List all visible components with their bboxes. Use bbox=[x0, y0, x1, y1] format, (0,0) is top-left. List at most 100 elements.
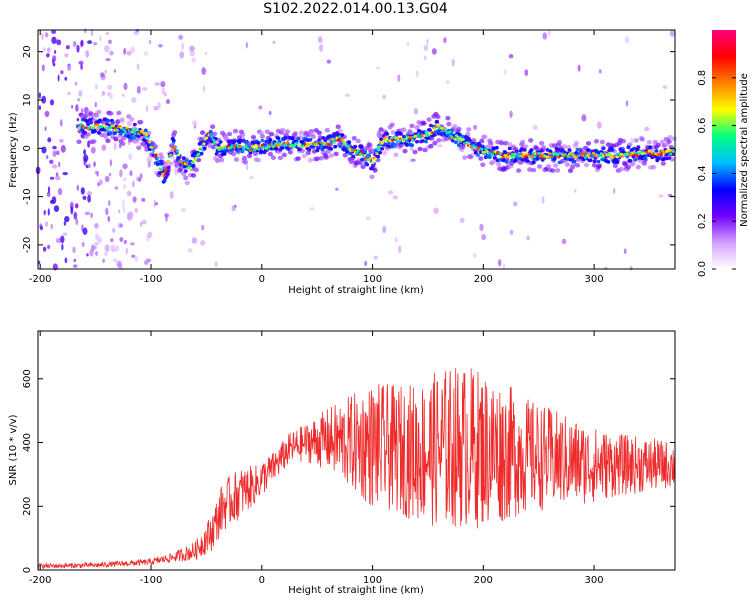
spectrogram-ridge-mark bbox=[389, 122, 395, 128]
spectrogram-noise-mark bbox=[75, 104, 79, 112]
spectrogram-ridge-mark bbox=[318, 155, 324, 161]
spectrogram-ridge-mark bbox=[630, 161, 636, 166]
spectrogram-noise-mark bbox=[532, 124, 538, 130]
spectrogram-ridge-mark bbox=[646, 140, 652, 145]
spectrogram-ridge-mark bbox=[298, 130, 304, 135]
spectrogram-ridge-mark bbox=[633, 138, 639, 143]
spectrogram-ridge-mark bbox=[625, 154, 630, 159]
spectrogram-ridge-mark bbox=[406, 133, 410, 137]
spectrogram-noise-mark bbox=[204, 51, 208, 56]
spectrogram-ridge-mark bbox=[561, 144, 568, 149]
spectrogram-y-axis-label: Frequency (Hz) bbox=[8, 112, 19, 188]
spectrogram-ridge-mark bbox=[407, 129, 413, 134]
spectrogram-ridge-mark bbox=[376, 154, 381, 159]
spectrogram-noise-mark bbox=[234, 204, 237, 208]
spectrogram-noise-mark bbox=[268, 110, 272, 116]
colorbar-tick-label: 0.0 bbox=[697, 261, 708, 277]
spectrogram-ridge-mark bbox=[149, 142, 154, 146]
spectrogram-noise-mark bbox=[658, 194, 664, 198]
spectrogram-noise-mark bbox=[41, 64, 45, 72]
spectrogram-noise-mark bbox=[502, 263, 506, 269]
spectrogram-ridge-mark bbox=[154, 153, 158, 157]
spectrogram-noise-mark bbox=[105, 207, 109, 216]
spectrogram-noise-mark bbox=[181, 42, 184, 51]
x-tick-label: -100 bbox=[140, 274, 163, 285]
spectrogram-ridge-mark bbox=[108, 131, 113, 135]
spectrogram-ridge-mark bbox=[333, 151, 339, 157]
spectrogram-noise-mark bbox=[62, 232, 68, 236]
spectrogram-ridge-mark bbox=[270, 143, 274, 146]
spectrogram-ridge-mark bbox=[433, 127, 437, 131]
spectrogram-noise-mark bbox=[624, 36, 630, 44]
spectrogram-ridge-mark bbox=[81, 117, 85, 122]
spectrogram-ridge-mark bbox=[659, 152, 663, 156]
spectrogram-noise-mark bbox=[51, 164, 58, 169]
spectrogram-noise-mark bbox=[134, 207, 139, 214]
spectrogram-noise-mark bbox=[122, 184, 127, 190]
spectrogram-ridge-mark bbox=[166, 165, 171, 170]
spectrogram-ridge-mark bbox=[248, 150, 253, 155]
spectrogram-noise-mark bbox=[157, 102, 161, 109]
spectrogram-noise-mark bbox=[189, 45, 195, 52]
spectrogram-noise-mark bbox=[89, 248, 94, 257]
spectrogram-ridge-mark bbox=[259, 150, 264, 154]
spectrogram-ridge-mark bbox=[402, 148, 408, 154]
spectrogram-ridge-mark bbox=[618, 154, 622, 158]
spectrogram-ridge-mark bbox=[181, 156, 186, 160]
spectrogram-ridge-mark bbox=[639, 137, 645, 142]
spectrogram-ridge-mark bbox=[330, 140, 334, 143]
spectrogram-ridge-mark bbox=[241, 155, 248, 161]
spectrogram-ridge-mark bbox=[479, 138, 485, 144]
spectrogram-noise-mark bbox=[51, 36, 57, 44]
spectrogram-ridge-mark bbox=[246, 146, 250, 150]
spectrogram-noise-mark bbox=[187, 248, 193, 253]
spectrogram-noise-mark bbox=[119, 223, 123, 228]
spectrogram-ridge-mark bbox=[286, 141, 290, 144]
spectrogram-ridge-mark bbox=[384, 135, 388, 139]
spectrogram-ridge-mark bbox=[513, 158, 518, 162]
spectrogram-noise-mark bbox=[153, 199, 156, 208]
spectrogram-ridge-mark bbox=[370, 166, 375, 170]
spectrogram-ridge-mark bbox=[83, 130, 87, 135]
spectrogram-noise-mark bbox=[80, 63, 83, 70]
spectrogram-ridge-mark bbox=[251, 144, 255, 148]
spectrogram-ridge-mark bbox=[609, 154, 613, 157]
spectrogram-ridge-mark bbox=[157, 171, 162, 175]
spectrogram-noise-mark bbox=[174, 167, 179, 176]
spectrogram-ridge-mark bbox=[221, 147, 225, 151]
spectrogram-ridge-mark bbox=[378, 150, 383, 155]
spectrogram-noise-mark bbox=[479, 223, 484, 232]
spectrogram-ridge-mark bbox=[103, 134, 109, 139]
spectrogram-ridge-mark bbox=[419, 136, 423, 140]
spectrogram-noise-mark bbox=[85, 164, 89, 169]
spectrogram-ridge-mark bbox=[399, 132, 403, 136]
spectrogram-noise-mark bbox=[50, 223, 53, 230]
spectrogram-noise-mark bbox=[83, 154, 89, 162]
spectrogram-ridge-mark bbox=[230, 151, 237, 157]
spectrogram-ridge-mark bbox=[456, 126, 462, 132]
spectrogram-noise-mark bbox=[509, 229, 514, 235]
spectrogram-noise-mark bbox=[91, 28, 94, 37]
spectrogram-ridge-mark bbox=[510, 152, 514, 156]
spectrogram-ridge-mark bbox=[287, 150, 293, 155]
spectrogram-noise-mark bbox=[112, 228, 116, 233]
spectrogram-ridge-mark bbox=[465, 141, 469, 145]
spectrogram-noise-mark bbox=[119, 237, 124, 242]
spectrogram-ridge-mark bbox=[395, 139, 399, 143]
spectrogram-ridge-mark bbox=[514, 149, 519, 154]
spectrogram-noise-mark bbox=[95, 251, 99, 256]
spectrogram-marks bbox=[35, 28, 677, 271]
spectrogram-noise-mark bbox=[109, 50, 114, 56]
spectrogram-noise-mark bbox=[41, 32, 44, 41]
spectrogram-ridge-mark bbox=[113, 136, 119, 142]
spectrogram-noise-mark bbox=[191, 237, 198, 244]
spectrogram-noise-mark bbox=[407, 41, 409, 47]
spectrogram-noise-mark bbox=[382, 94, 386, 100]
spectrogram-ridge-mark bbox=[567, 168, 574, 173]
spectrogram-ridge-mark bbox=[182, 164, 187, 169]
spectrogram-ridge-mark bbox=[506, 152, 510, 155]
spectrogram-noise-mark bbox=[392, 195, 399, 200]
spectrogram-ridge-mark bbox=[112, 131, 117, 135]
spectrogram-ridge-mark bbox=[353, 144, 358, 149]
